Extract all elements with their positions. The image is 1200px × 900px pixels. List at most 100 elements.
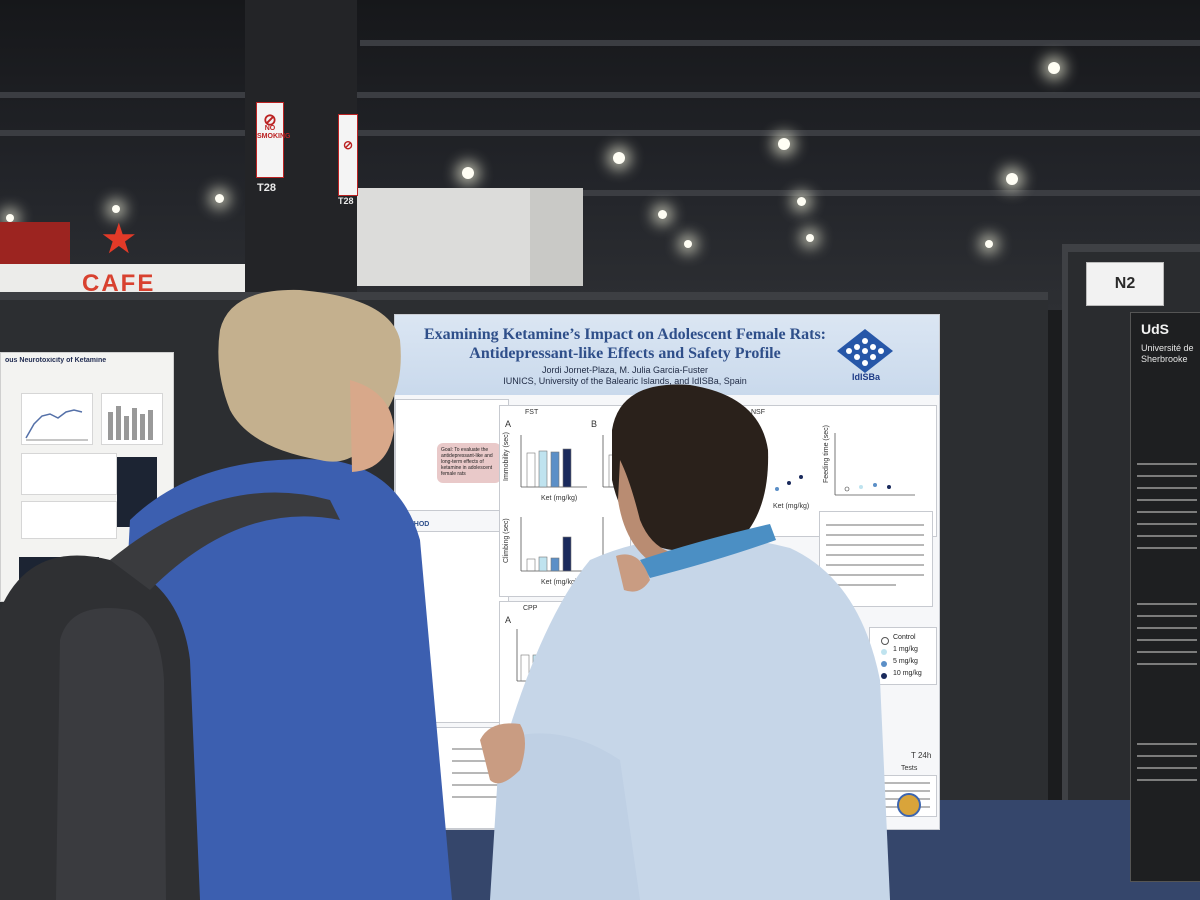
ceiling-truss: [0, 92, 1200, 98]
legend-swatch: [881, 637, 889, 645]
left-poster-chart: [21, 393, 93, 445]
text-line: [1137, 615, 1197, 617]
left-poster-chart: [21, 501, 117, 539]
poster-author-names: Jordi Jornet-Plaza, M. Julia Garcia-Fust…: [541, 365, 709, 375]
fst-charts: [520, 435, 667, 572]
legend-label: 5 mg/kg: [893, 658, 918, 665]
text-line: [826, 524, 924, 526]
booth-wall-side: [530, 188, 583, 286]
text-line: [1137, 663, 1197, 665]
logo-label: IdISBa: [851, 372, 880, 382]
no-smoking-label: NO SMOKING: [257, 125, 291, 140]
text-line: [826, 534, 924, 536]
text-line: [1137, 487, 1197, 489]
ceiling-truss: [360, 40, 1200, 46]
text-line: [826, 564, 924, 566]
left-poster-chart: [21, 453, 117, 495]
left-poster-bars: [108, 406, 153, 440]
no-smoking-icon: ⊘: [342, 138, 354, 152]
person-left: [0, 289, 452, 900]
ceiling-light: [658, 210, 667, 219]
pillar-tag: T28: [338, 196, 354, 206]
panel-letter: B: [591, 419, 598, 429]
text-line: [1137, 779, 1197, 781]
text-line: [826, 574, 924, 576]
text-line: [1137, 755, 1197, 757]
ceiling-light: [806, 234, 814, 242]
legend-label: 1 mg/kg: [893, 646, 918, 653]
text-line: [452, 748, 502, 750]
no-smoking-icon: ⊘: [263, 112, 277, 129]
pillar-tag: T28: [257, 182, 276, 194]
legend: [869, 627, 937, 685]
ceiling-light: [215, 194, 224, 203]
legend-swatch: [881, 673, 887, 679]
text-line: [1137, 767, 1197, 769]
ceiling-light: [778, 138, 790, 150]
booth-label: N2: [1086, 262, 1164, 306]
text-line: [1137, 523, 1197, 525]
x-axis-label: Ket (mg/kg): [773, 503, 810, 510]
left-poster-title: ous Neurotoxicity of Ketamine: [5, 357, 107, 364]
poster-title: Examining Ketamine’s Impact on Adolescen…: [423, 326, 827, 362]
text-line: [1137, 463, 1197, 465]
text-line: [452, 760, 502, 762]
left-poster-chart-svg: [25, 409, 88, 441]
nsf-charts: [775, 433, 915, 496]
ceiling-truss: [0, 130, 1200, 136]
ceiling-light: [797, 197, 806, 206]
ceiling-truss: [560, 190, 1200, 196]
poster-affiliation: IUNICS, University of the Balearic Islan…: [503, 376, 747, 386]
legend-label: 10 mg/kg: [893, 670, 922, 677]
x-axis-label: Ket (mg/kg): [541, 495, 578, 502]
right-poster-header: UdS: [1141, 321, 1169, 337]
text-line: [826, 544, 924, 546]
ceiling-light: [684, 240, 692, 248]
text-line: [452, 784, 502, 786]
nsf-label: NSF: [751, 409, 765, 416]
no-smoking-sign-side: ⊘: [338, 114, 358, 196]
ceiling-light: [613, 152, 625, 164]
text-line: [1137, 627, 1197, 629]
text-line: [1137, 535, 1197, 537]
text-line: [1137, 743, 1197, 745]
ceiling-light: [985, 240, 993, 248]
panel-letter: A: [505, 615, 512, 625]
right-poster: UdS Université de Sherbrooke: [1130, 312, 1200, 882]
text-line: [826, 554, 924, 556]
idisba-logo-icon: [837, 329, 893, 373]
left-poster-bar-chart: [101, 393, 163, 445]
right-poster-subheader: Université de Sherbrooke: [1141, 343, 1194, 364]
award-badge-icon: [897, 793, 921, 817]
text-line: [1137, 499, 1197, 501]
text-line: [1137, 475, 1197, 477]
text-line: [1137, 639, 1197, 641]
ceiling-light: [6, 214, 14, 222]
text-line: [452, 772, 502, 774]
fst-label: FST: [525, 409, 539, 416]
tests-label: Tests: [901, 765, 918, 772]
text-line: [1137, 603, 1197, 605]
ceiling-light: [1006, 173, 1018, 185]
text-line: [874, 790, 930, 792]
panel-letter: A: [505, 419, 512, 429]
no-smoking-sign: ⊘ NO SMOKING: [256, 102, 291, 178]
person-right: [480, 384, 890, 900]
ceiling-light: [1048, 62, 1060, 74]
text-line: [1137, 511, 1197, 513]
cpp-label: CPP: [523, 605, 538, 612]
legend-swatch: [881, 649, 887, 655]
legend-label: Control: [893, 634, 916, 641]
star-icon: ★: [100, 215, 138, 262]
t24h-label: T 24h: [911, 751, 932, 760]
text-line: [452, 796, 502, 798]
legend-swatch: [881, 661, 887, 667]
text-line: [1137, 651, 1197, 653]
goal-box: [437, 443, 501, 483]
ceiling: [0, 0, 1200, 310]
x-axis-label: Ket (mg/kg): [541, 579, 578, 586]
ceiling-light: [462, 167, 474, 179]
text-line: [874, 782, 930, 784]
